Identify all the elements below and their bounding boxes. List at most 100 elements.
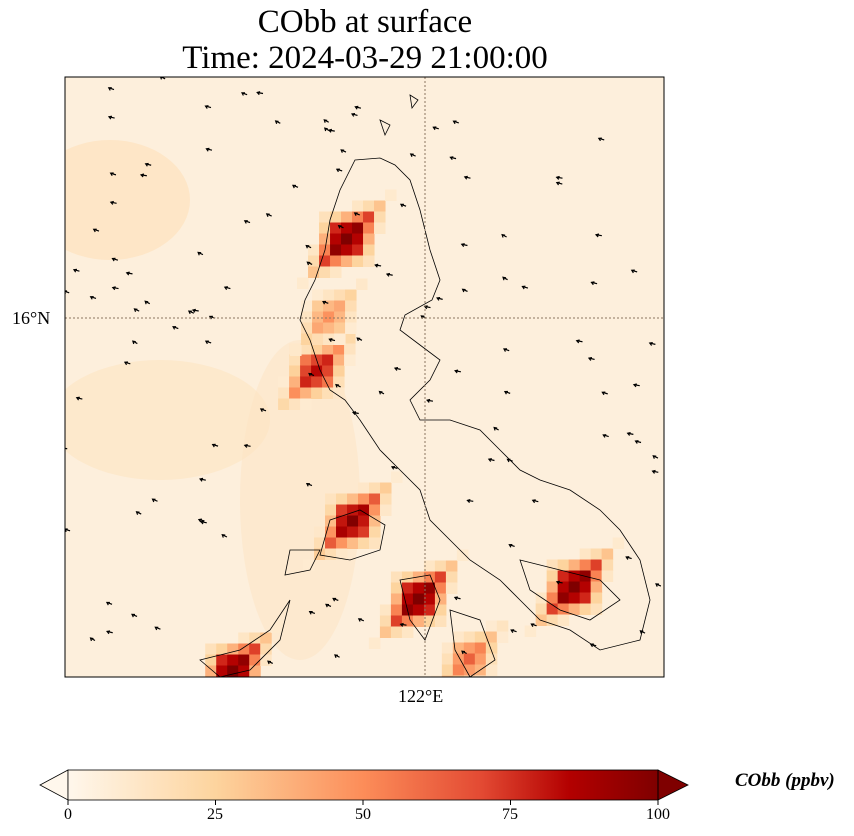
concentration-cell bbox=[352, 244, 364, 256]
concentration-cell bbox=[323, 311, 335, 323]
concentration-cell bbox=[485, 642, 498, 654]
concentration-cell bbox=[379, 615, 392, 627]
wind-arrow bbox=[144, 162, 152, 167]
concentration-cell bbox=[374, 200, 386, 212]
concentration-cell bbox=[452, 653, 465, 665]
concentration-cell bbox=[312, 311, 324, 323]
wind-arrow bbox=[493, 426, 499, 431]
colorbar bbox=[39, 769, 689, 805]
concentration-cell bbox=[322, 354, 334, 366]
concentration-cell bbox=[290, 344, 302, 356]
concentration-cell bbox=[334, 300, 346, 312]
concentration-cell bbox=[441, 653, 454, 665]
concentration-cell bbox=[227, 643, 239, 655]
concentration-cell bbox=[194, 688, 206, 700]
wind-arrow bbox=[292, 184, 299, 189]
concentration-cell bbox=[401, 582, 414, 594]
concentration-cell bbox=[524, 625, 537, 637]
concentration-cell bbox=[412, 604, 425, 616]
wind-arrow bbox=[625, 556, 632, 560]
concentration-cell bbox=[216, 676, 228, 677]
wind-arrow bbox=[204, 340, 212, 345]
concentration-cell bbox=[341, 244, 353, 256]
wind-arrow bbox=[323, 127, 330, 132]
concentration-cell bbox=[579, 559, 592, 571]
wind-arrow bbox=[530, 623, 537, 627]
concentration-cell bbox=[336, 548, 348, 560]
lat-tick-label: 16°N bbox=[12, 308, 51, 328]
concentration-cell bbox=[445, 560, 458, 572]
concentration-cell bbox=[356, 278, 368, 290]
wind-arrow bbox=[436, 296, 443, 301]
concentration-cell bbox=[260, 643, 272, 655]
wind-arrow bbox=[353, 212, 360, 216]
concentration-cell bbox=[216, 643, 228, 655]
wind-arrow bbox=[508, 544, 515, 548]
concentration-cell bbox=[434, 615, 447, 627]
wind-arrow bbox=[332, 597, 339, 602]
wind-arrow bbox=[109, 172, 117, 177]
concentration-cell bbox=[434, 593, 447, 605]
wind-arrow bbox=[199, 477, 206, 482]
concentration-cell bbox=[336, 515, 348, 527]
concentration-cell bbox=[568, 570, 581, 582]
wind-arrow bbox=[409, 153, 416, 158]
wind-arrow bbox=[274, 120, 281, 125]
concentration-cell bbox=[308, 266, 320, 278]
concentration-cell bbox=[312, 289, 324, 301]
concentration-cell bbox=[474, 642, 487, 654]
wind-arrow bbox=[651, 469, 659, 474]
wind-arrow bbox=[107, 87, 115, 91]
concentration-cell bbox=[401, 615, 414, 627]
concentration-cell bbox=[347, 493, 359, 505]
concentration-cell bbox=[347, 515, 359, 527]
concentration-cell bbox=[557, 559, 570, 571]
wind-arrow bbox=[265, 213, 272, 217]
wind-arrow bbox=[151, 498, 158, 503]
concentration-cell bbox=[300, 387, 312, 399]
concentration-cell bbox=[423, 560, 436, 572]
concentration-cell bbox=[330, 244, 342, 256]
wind-arrow bbox=[510, 629, 517, 633]
concentration-cell bbox=[333, 376, 345, 388]
concentration-cell bbox=[546, 570, 559, 582]
concentration-cell bbox=[333, 365, 345, 377]
concentration-cell bbox=[278, 387, 290, 399]
wind-arrow bbox=[305, 244, 312, 249]
concentration-cell bbox=[336, 493, 348, 505]
concentration-cell bbox=[260, 632, 272, 644]
concentration-cell bbox=[590, 581, 603, 593]
wind-arrow bbox=[648, 341, 656, 346]
concentration-cell bbox=[358, 526, 370, 538]
wind-arrow bbox=[92, 228, 100, 233]
wind-arrow bbox=[506, 458, 513, 463]
concentration-cell bbox=[330, 211, 342, 223]
wind-arrow bbox=[243, 220, 251, 224]
wind-arrow bbox=[461, 650, 467, 655]
wind-arrow bbox=[466, 498, 474, 503]
concentration-cell bbox=[452, 642, 465, 654]
concentration-cell bbox=[485, 631, 498, 643]
concentration-cell bbox=[423, 604, 436, 616]
wind-arrow bbox=[393, 366, 401, 371]
concentration-cell bbox=[441, 675, 454, 677]
concentration-cell bbox=[474, 653, 487, 665]
concentration-cell bbox=[463, 642, 476, 654]
lon-tick-label: 122°E bbox=[398, 686, 444, 706]
concentration-cell bbox=[434, 571, 447, 583]
wind-arrow bbox=[221, 534, 228, 538]
wind-arrow bbox=[322, 300, 329, 305]
concentration-cell bbox=[325, 493, 337, 505]
wind-arrow bbox=[356, 337, 363, 342]
concentration-cell bbox=[369, 515, 381, 527]
concentration-cell bbox=[546, 603, 559, 615]
wind-arrow bbox=[139, 173, 147, 178]
concentration-cell bbox=[423, 582, 436, 594]
concentration-cell bbox=[401, 593, 414, 605]
concentration-cell bbox=[368, 637, 381, 649]
concentration-cell bbox=[249, 676, 261, 677]
wind-arrow bbox=[154, 626, 161, 631]
concentration-cell bbox=[434, 582, 447, 594]
concentration-cell bbox=[352, 233, 364, 245]
concentration-cell bbox=[303, 559, 315, 571]
